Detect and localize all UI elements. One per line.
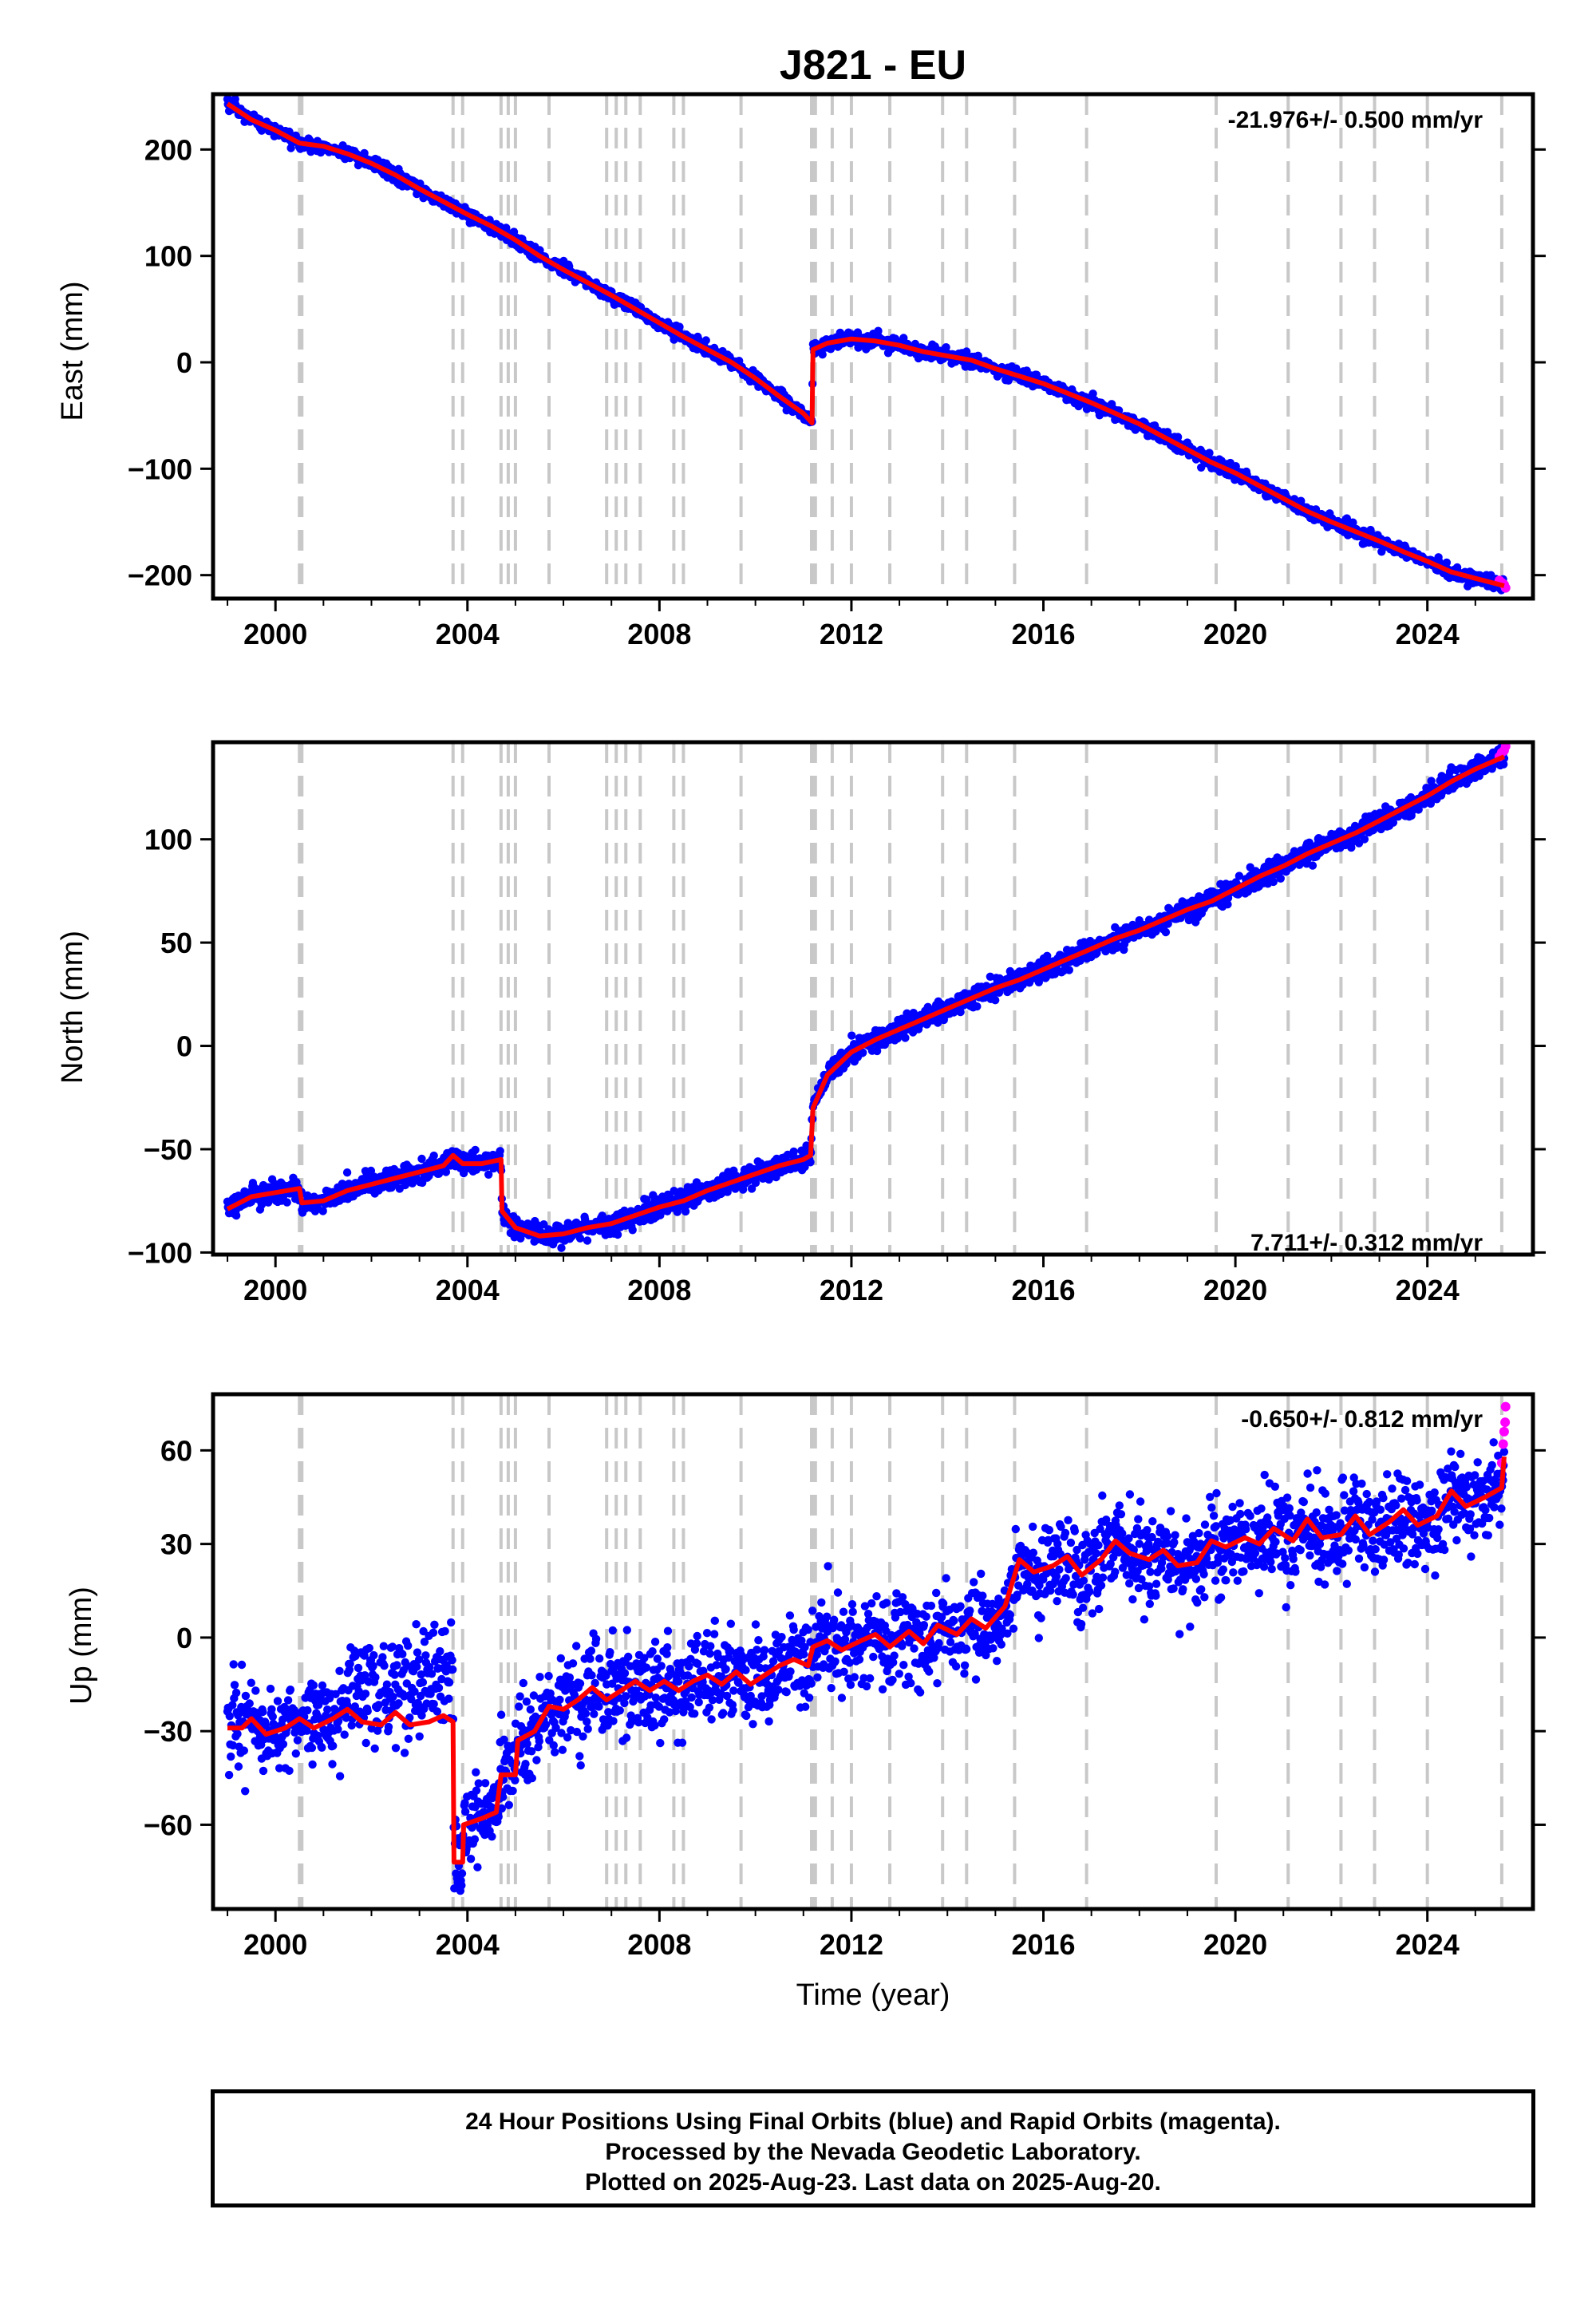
y-tick-label: 0 — [176, 346, 192, 379]
y-tick-label: 100 — [144, 824, 192, 856]
data-point — [259, 1766, 268, 1776]
data-point — [1088, 389, 1097, 398]
data-point — [239, 1746, 248, 1755]
east-plot-layer: 2000 2004 2008 2012 2016 2020 2024 −200 −100 0 100… — [128, 92, 1546, 650]
y-tick-label: −100 — [128, 453, 192, 485]
data-point — [847, 1031, 856, 1040]
data-point — [225, 1712, 234, 1721]
data-point — [231, 1211, 241, 1220]
north-panel: 2000 2004 2008 2012 2016 2020 2024 −100 −50 0 50 10… — [56, 740, 1546, 1306]
y-tick-label: −100 — [128, 1236, 192, 1269]
chart-title: J821 - EU — [780, 42, 966, 89]
north-rate-label: 7.711+/- 0.312 mm/yr — [1250, 1230, 1483, 1256]
data-point — [247, 1678, 255, 1687]
data-point — [628, 1226, 637, 1235]
data-point — [1161, 927, 1171, 937]
data-point — [1276, 874, 1286, 883]
x-tick-label: 2008 — [627, 1274, 691, 1306]
y-tick-label: −200 — [128, 559, 192, 592]
data-point — [1205, 449, 1214, 457]
data-point — [241, 1787, 250, 1796]
x-tick-label: 2024 — [1396, 1274, 1460, 1306]
east-ylabel: East (mm) — [56, 281, 89, 421]
data-point — [283, 1696, 293, 1705]
y-tick-label: 50 — [160, 927, 192, 959]
data-point — [234, 1762, 243, 1771]
data-point — [613, 1230, 622, 1239]
x-tick-label: 2020 — [1203, 618, 1267, 650]
data-point — [273, 1697, 282, 1705]
data-point — [286, 1686, 295, 1694]
data-point — [417, 1154, 426, 1164]
data-point — [227, 1752, 235, 1761]
data-point — [899, 334, 908, 342]
data-point — [233, 1729, 242, 1738]
data-point — [1065, 966, 1074, 974]
east-rate-label: -21.976+/- 0.500 mm/yr — [1228, 107, 1483, 133]
data-point — [291, 1749, 300, 1758]
data-point — [818, 350, 827, 359]
x-tick-label: 2008 — [627, 618, 691, 650]
data-point — [282, 1198, 291, 1207]
data-point — [266, 1684, 275, 1694]
data-point — [942, 343, 950, 352]
data-point — [268, 1712, 277, 1721]
data-point — [267, 1705, 276, 1713]
data-point — [675, 322, 684, 331]
data-point — [991, 996, 1000, 1005]
x-tick-label: 2004 — [436, 1274, 500, 1306]
x-tick-label: 2024 — [1396, 618, 1460, 650]
x-tick-label: 2004 — [436, 618, 500, 650]
data-point — [429, 1151, 438, 1160]
x-tick-label: 2012 — [820, 1274, 883, 1306]
y-tick-label: 100 — [144, 240, 192, 273]
data-point — [575, 1234, 585, 1243]
data-point — [342, 1168, 352, 1177]
x-tick-label: 2000 — [243, 618, 307, 650]
data-point — [496, 1147, 504, 1156]
y-tick-label: −50 — [144, 1133, 192, 1166]
data-point — [1360, 835, 1369, 844]
data-point — [241, 1691, 251, 1701]
data-point — [259, 1707, 267, 1717]
data-point — [471, 1145, 480, 1155]
y-tick-label: 0 — [176, 1030, 192, 1063]
x-tick-label: 2020 — [1203, 1274, 1267, 1306]
data-point — [583, 1236, 592, 1245]
x-tick-label: 2012 — [820, 618, 883, 650]
data-point — [231, 1688, 241, 1697]
data-point — [251, 1686, 260, 1695]
data-point — [293, 1736, 302, 1745]
x-tick-label: 2000 — [243, 1274, 307, 1306]
north-ylabel: North (mm) — [56, 931, 89, 1084]
data-point — [285, 1766, 294, 1775]
data-point — [229, 1660, 238, 1669]
data-point — [1269, 877, 1278, 887]
data-point — [279, 1740, 288, 1749]
north-plot-layer: 2000 2004 2008 2012 2016 2020 2024 −100 −50 0 50 10… — [128, 740, 1546, 1306]
y-tick-label: 200 — [144, 133, 192, 166]
data-point — [285, 127, 294, 136]
data-point — [557, 1243, 566, 1252]
data-point — [901, 1034, 910, 1042]
data-point — [245, 1699, 254, 1708]
east-panel: 2000 2004 2008 2012 2016 2020 2024 −200 −100 0 100… — [56, 92, 1546, 650]
up-panel: 2000 2004 2008 2012 2016 2020 2024−60−3003060 … — [65, 1392, 1546, 1961]
data-point — [230, 1681, 239, 1690]
x-tick-label: 2016 — [1011, 618, 1075, 650]
data-point — [973, 1002, 982, 1011]
data-point — [701, 336, 710, 345]
data-point — [237, 1660, 247, 1670]
x-tick-label: 2016 — [1011, 1274, 1075, 1306]
data-point — [1308, 861, 1317, 870]
data-point — [224, 1770, 234, 1780]
